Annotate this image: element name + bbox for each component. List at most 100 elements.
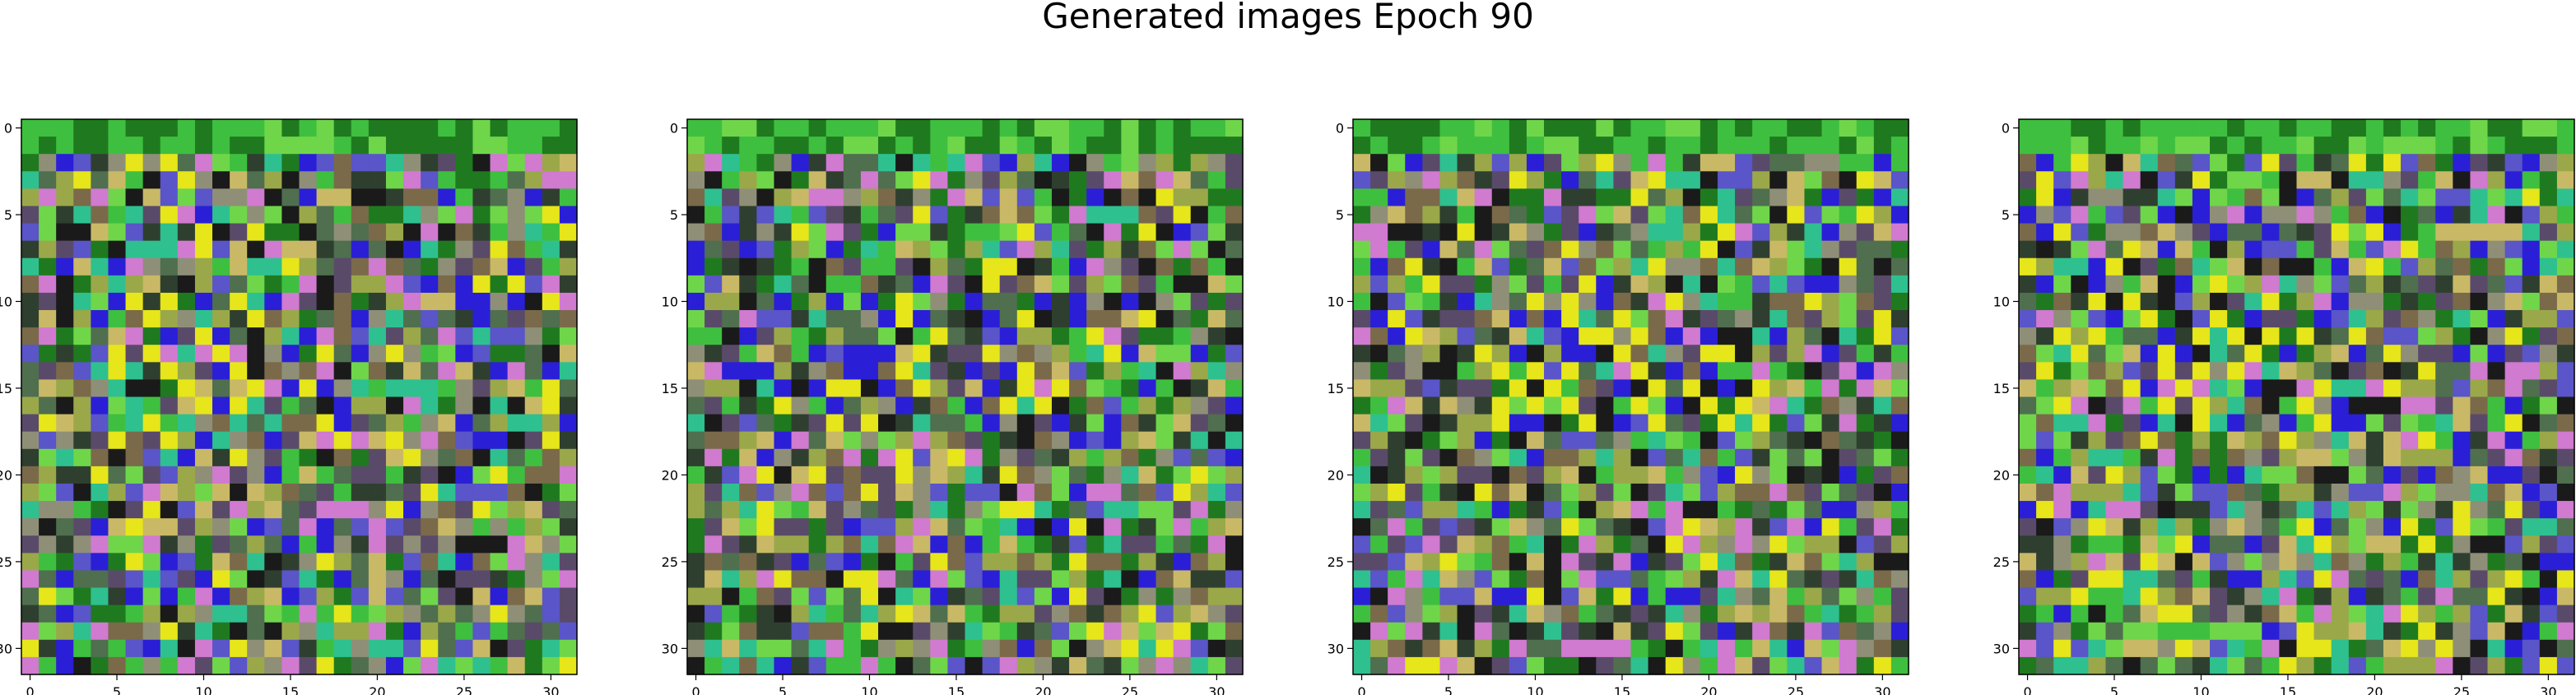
pixel-cell xyxy=(2210,448,2228,467)
pixel-cell xyxy=(2192,466,2211,484)
pixel-cell xyxy=(194,137,213,155)
pixel-cell xyxy=(1648,310,1667,328)
pixel-cell xyxy=(108,206,127,225)
pixel-cell xyxy=(1509,605,1527,623)
pixel-cell xyxy=(774,119,793,137)
pixel-cell xyxy=(403,345,421,363)
pixel-cell xyxy=(1016,223,1035,242)
pixel-cell xyxy=(2262,414,2280,433)
pixel-cell xyxy=(704,431,723,450)
pixel-cell xyxy=(1225,483,1244,502)
pixel-cell xyxy=(1509,171,1527,189)
pixel-cell xyxy=(2157,275,2176,294)
pixel-cell xyxy=(895,362,914,380)
pixel-cell xyxy=(739,154,757,172)
pixel-cell xyxy=(2157,622,2176,641)
pixel-cell xyxy=(56,570,74,589)
pixel-cell xyxy=(2401,240,2419,259)
pixel-cell xyxy=(2019,154,2037,172)
pixel-cell xyxy=(1370,327,1388,345)
pixel-cell xyxy=(316,257,335,276)
pixel-cell xyxy=(982,275,1001,294)
pixel-cell xyxy=(333,396,352,415)
pixel-cell xyxy=(194,396,213,415)
pixel-cell xyxy=(756,206,775,225)
pixel-cell xyxy=(1370,154,1388,172)
pixel-cell xyxy=(91,310,109,328)
axes-frame xyxy=(686,118,1244,675)
pixel-cell xyxy=(1104,292,1122,311)
pixel-cell xyxy=(2088,553,2107,572)
pixel-cell xyxy=(1735,466,1753,484)
pixel-cell xyxy=(2053,535,2071,554)
pixel-cell xyxy=(1155,553,1174,572)
pixel-cell xyxy=(39,501,57,519)
pixel-cell xyxy=(2227,188,2245,207)
pixel-cell xyxy=(1787,240,1806,259)
pixel-cell xyxy=(1190,223,1209,242)
pixel-cell xyxy=(2279,587,2298,606)
pixel-cell xyxy=(843,535,862,554)
pixel-cell xyxy=(999,535,1018,554)
pixel-cell xyxy=(2140,345,2159,363)
pixel-cell xyxy=(264,431,282,450)
pixel-cell xyxy=(2036,414,2054,433)
pixel-cell xyxy=(1856,379,1875,398)
pixel-cell xyxy=(1422,257,1441,276)
pixel-cell xyxy=(1474,535,1493,554)
pixel-cell xyxy=(1579,553,1597,572)
pixel-cell xyxy=(490,310,509,328)
pixel-cell xyxy=(2470,656,2489,675)
pixel-cell xyxy=(913,570,931,589)
pixel-cell xyxy=(542,570,560,589)
pixel-cell xyxy=(1104,119,1122,137)
pixel-cell xyxy=(421,605,439,623)
pixel-cell xyxy=(1561,622,1579,641)
pixel-cell xyxy=(1121,275,1140,294)
pixel-cell xyxy=(1439,414,1458,433)
pixel-cell xyxy=(704,327,723,345)
pixel-cell xyxy=(1173,466,1192,484)
pixel-cell xyxy=(524,605,543,623)
pixel-cell xyxy=(368,188,387,207)
pixel-cell xyxy=(2123,292,2141,311)
pixel-cell xyxy=(1890,154,1909,172)
pixel-cell xyxy=(2192,622,2211,641)
pixel-cell xyxy=(1873,622,1892,641)
pixel-cell xyxy=(1138,605,1157,623)
pixel-cell xyxy=(965,240,983,259)
pixel-cell xyxy=(843,622,862,641)
pixel-cell xyxy=(2313,570,2332,589)
pixel-cell xyxy=(1630,240,1649,259)
pixel-cell xyxy=(2418,345,2436,363)
pixel-cell xyxy=(1138,240,1157,259)
pixel-cell xyxy=(2244,154,2262,172)
pixel-cell xyxy=(1173,188,1192,207)
pixel-cell xyxy=(2019,431,2037,450)
pixel-cell xyxy=(230,622,248,641)
pixel-cell xyxy=(1509,119,1527,137)
pixel-cell xyxy=(965,622,983,641)
pixel-cell xyxy=(722,275,740,294)
pixel-cell xyxy=(1370,448,1388,467)
pixel-cell xyxy=(982,448,1001,467)
pixel-cell xyxy=(2383,171,2402,189)
pixel-cell xyxy=(73,431,91,450)
pixel-cell xyxy=(2036,431,2054,450)
pixel-cell xyxy=(160,639,179,658)
pixel-cell xyxy=(1353,605,1371,623)
pixel-cell xyxy=(108,154,127,172)
pixel-cell xyxy=(2192,639,2211,658)
pixel-cell xyxy=(1717,257,1736,276)
pixel-cell xyxy=(21,223,40,242)
pixel-cell xyxy=(281,396,300,415)
pixel-cell xyxy=(2210,327,2228,345)
pixel-cell xyxy=(1613,362,1632,380)
pixel-cell xyxy=(1457,137,1476,155)
pixel-cell xyxy=(2470,414,2489,433)
pixel-cell xyxy=(704,362,723,380)
pixel-cell xyxy=(1370,553,1388,572)
pixel-cell xyxy=(1173,137,1192,155)
pixel-cell xyxy=(1207,310,1226,328)
pixel-cell xyxy=(860,535,879,554)
